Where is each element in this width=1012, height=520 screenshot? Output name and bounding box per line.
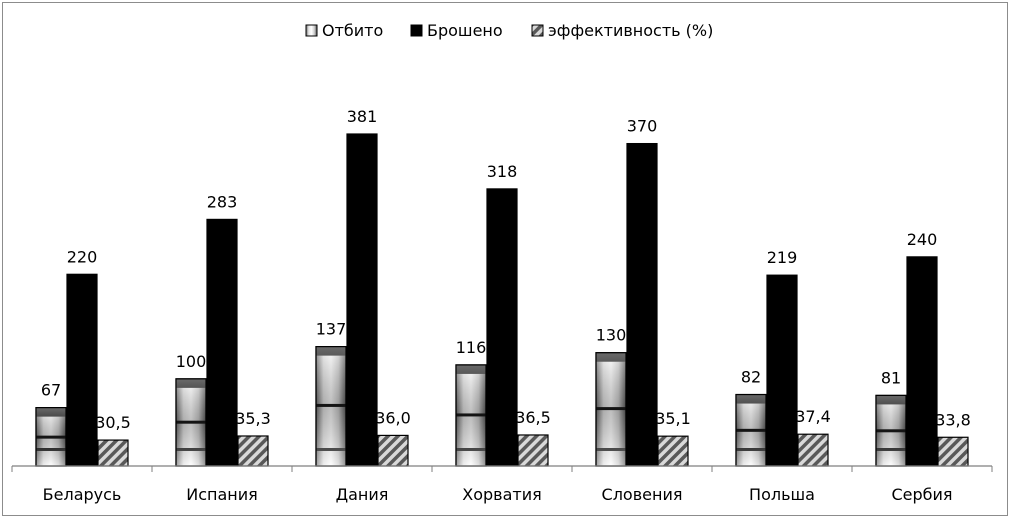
legend: Отбито Брошено эффективность (%) [305, 21, 713, 40]
data-label-effektivnost-5: 37,4 [795, 407, 831, 426]
data-label-otbito-3: 116 [456, 338, 487, 357]
bar-effektivnost-6 [937, 436, 969, 467]
bar-effektivnost-5 [797, 433, 829, 467]
bar-brosheno-4 [626, 142, 658, 467]
bar-shade [455, 364, 487, 467]
x-tick-label-5: Польша [749, 485, 815, 504]
data-label-effektivnost-4: 35,1 [655, 409, 691, 428]
bar-brosheno-6 [906, 256, 938, 467]
x-tick-label-3: Хорватия [462, 485, 541, 504]
data-label-brosheno-4: 370 [627, 117, 658, 136]
data-label-otbito-2: 137 [316, 320, 347, 339]
data-label-effektivnost-2: 36,0 [375, 408, 411, 427]
data-label-effektivnost-1: 35,3 [235, 409, 271, 428]
data-label-effektivnost-3: 36,5 [515, 408, 551, 427]
data-labels-layer: 67 220 30,5 100 283 35,3 137 381 36,0 116 318 36,5 1… [41, 107, 971, 432]
data-label-brosheno-5: 219 [767, 248, 798, 267]
bar-effektivnost-3 [517, 434, 549, 467]
bar-brosheno-3 [486, 188, 518, 467]
data-label-brosheno-0: 220 [67, 247, 98, 266]
x-axis: Беларусь Испания Дания Хорватия Словения Поль… [11, 465, 993, 504]
bar-shade [315, 346, 347, 467]
bar-effektivnost-0 [97, 439, 129, 467]
legend-label-brosheno: Брошено [427, 21, 503, 40]
data-label-brosheno-3: 318 [487, 162, 518, 181]
data-label-otbito-0: 67 [41, 381, 61, 400]
legend-label-effektivnost: эффективность (%) [548, 21, 713, 40]
data-label-otbito-4: 130 [596, 326, 627, 345]
bars-layer [35, 133, 969, 467]
x-tick-label-0: Беларусь [43, 485, 122, 504]
x-tick-label-2: Дания [336, 485, 389, 504]
data-label-otbito-5: 82 [741, 368, 761, 387]
bar-effektivnost-1 [237, 435, 269, 467]
bar-shade [735, 393, 767, 467]
bar-brosheno-1 [206, 218, 238, 467]
data-label-brosheno-1: 283 [207, 192, 238, 211]
bar-shade [35, 407, 67, 467]
bar-brosheno-2 [346, 133, 378, 467]
data-label-effektivnost-6: 33,8 [935, 410, 971, 429]
x-tick-label-4: Словения [602, 485, 683, 504]
bar-shade [875, 394, 907, 467]
data-label-otbito-6: 81 [881, 368, 901, 387]
data-label-brosheno-2: 381 [347, 107, 378, 126]
legend-swatch-otbito [305, 24, 318, 37]
data-label-effektivnost-0: 30,5 [95, 413, 131, 432]
data-label-otbito-1: 100 [176, 352, 207, 371]
bar-effektivnost-2 [377, 434, 409, 467]
bar-shade [175, 378, 207, 467]
legend-swatch-effektivnost [531, 24, 544, 37]
data-label-brosheno-6: 240 [907, 230, 938, 249]
legend-label-otbito: Отбито [322, 21, 383, 40]
bar-shade [595, 352, 627, 467]
legend-swatch-brosheno [410, 24, 423, 37]
x-tick-label-6: Сербия [891, 485, 952, 504]
bar-effektivnost-4 [657, 435, 689, 467]
bar-brosheno-0 [66, 273, 98, 467]
bar-brosheno-5 [766, 274, 798, 467]
x-tick-label-1: Испания [186, 485, 258, 504]
